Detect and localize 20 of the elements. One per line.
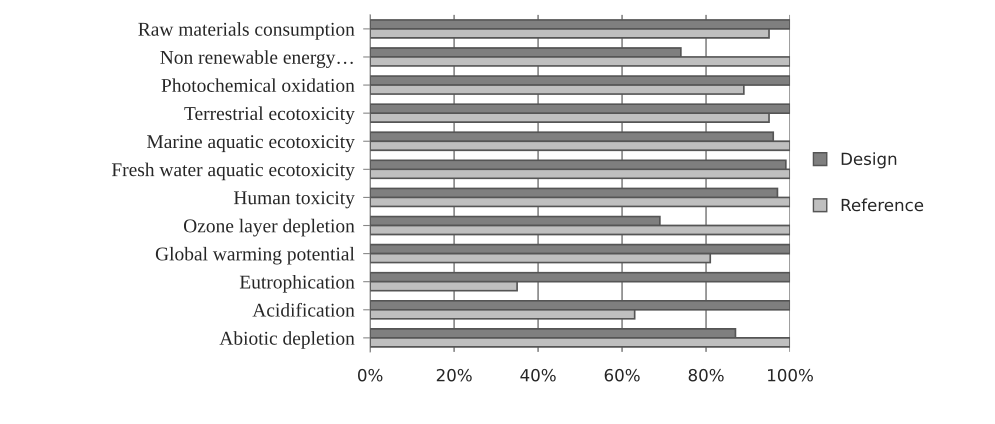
- y-tick-label: Human toxicity: [234, 191, 355, 208]
- y-tick-label: Fresh water aquatic ecotoxicity: [112, 162, 355, 180]
- y-tick-label: Eutrophication: [240, 274, 355, 293]
- y-tick-label: Photochemical oxidation: [162, 78, 355, 92]
- y-tick-label: Acidification: [252, 302, 355, 317]
- y-tick-label: Raw materials consumption: [138, 22, 355, 40]
- legend-label: Reference: [842, 198, 924, 212]
- x-tick-label: 60%: [604, 368, 640, 382]
- x-tick-label: 0%: [358, 368, 382, 382]
- legend-label: Design: [842, 152, 896, 168]
- y-tick-label: Global warming potential: [156, 246, 354, 265]
- x-tick-label: 80%: [688, 368, 724, 382]
- y-tick-label: Marine aquatic ecotoxicity: [147, 135, 355, 152]
- x-tick-label: 40%: [520, 368, 556, 382]
- y-tick-label: Ozone layer depletion: [184, 218, 355, 236]
- y-tick-label: Abiotic depletion: [220, 331, 355, 349]
- x-tick-label: 100%: [768, 368, 813, 382]
- y-tick-label: Terrestrial ecotoxicity: [184, 106, 355, 124]
- y-tick-label: Non renewable energy…: [160, 50, 353, 68]
- x-tick-label: 20%: [436, 368, 472, 382]
